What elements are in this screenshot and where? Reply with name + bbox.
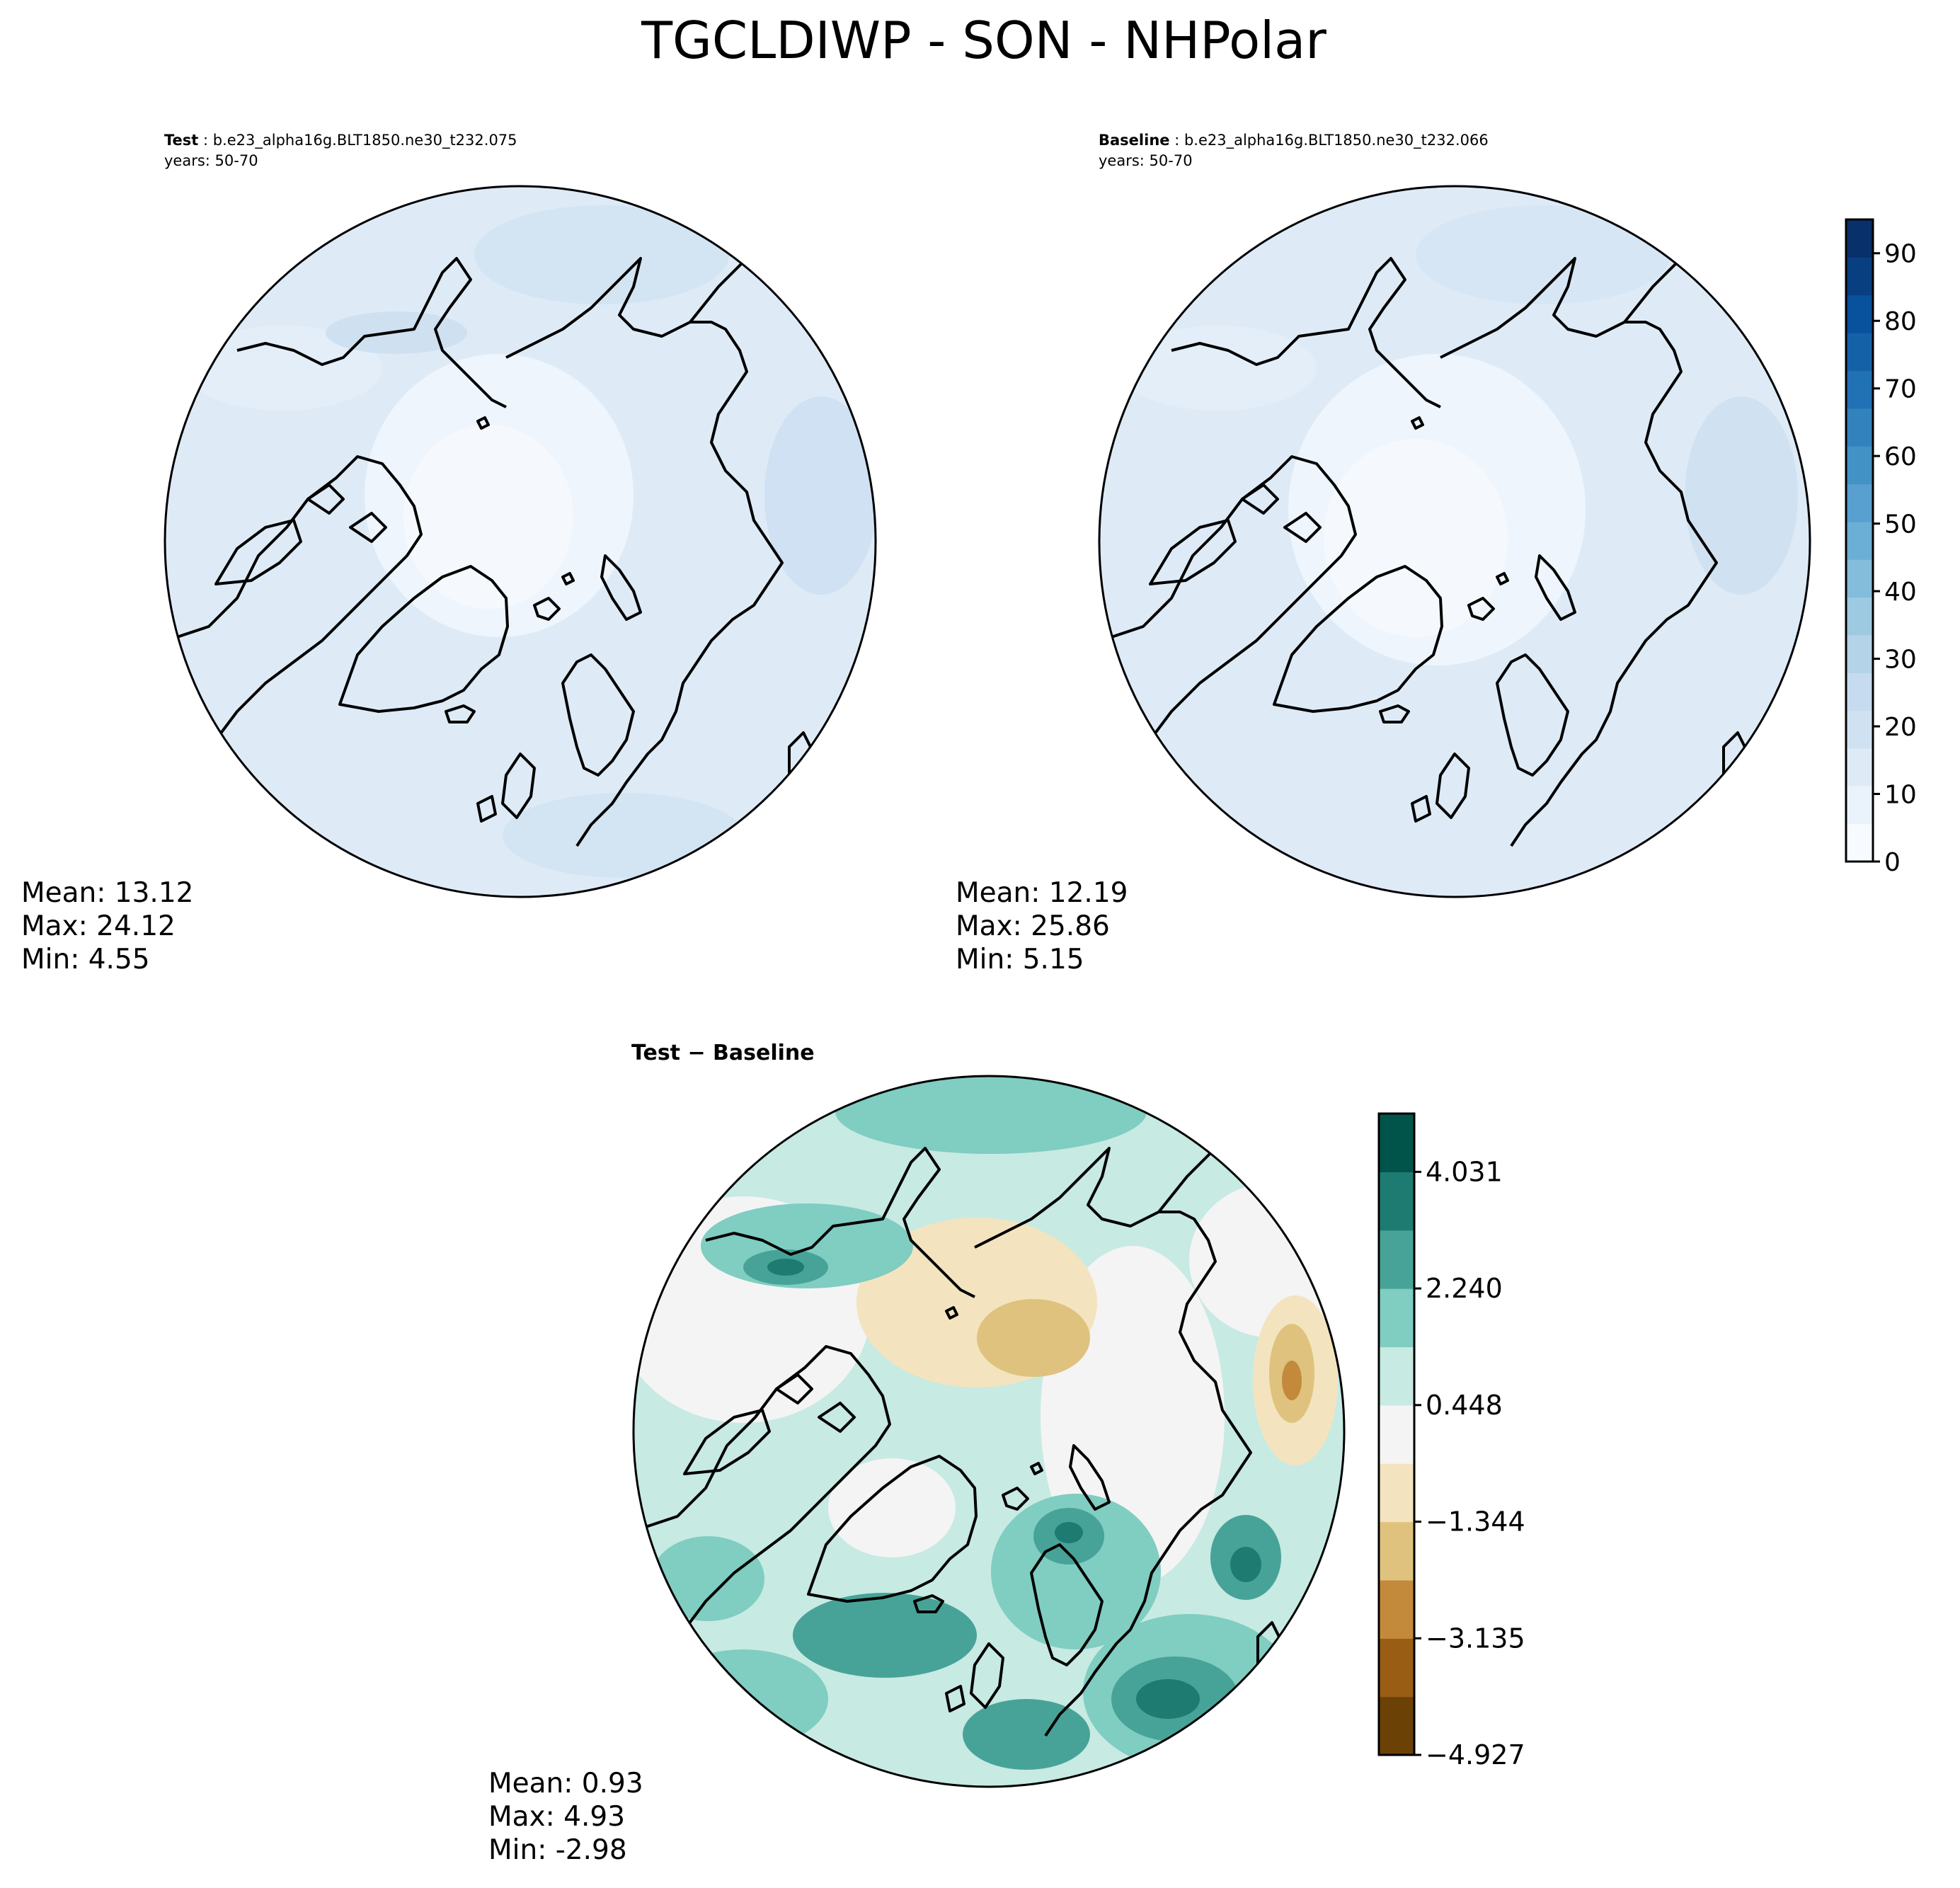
main-colorbar-cell xyxy=(1846,710,1873,749)
diff-min: Min: -2.98 xyxy=(488,1834,627,1866)
diff-panel-label: Test − Baseline xyxy=(631,1041,815,1065)
main-colorbar-cell xyxy=(1846,748,1873,786)
main-colorbar-frame xyxy=(1845,218,1874,863)
diff-colorbar-cell xyxy=(1379,1404,1414,1464)
diff-colorbar-tick-label: −1.344 xyxy=(1426,1506,1525,1538)
main-colorbar-tick-label: 90 xyxy=(1884,240,1917,269)
diff-colorbar-cell xyxy=(1379,1463,1414,1523)
main-colorbar-cell xyxy=(1846,408,1873,447)
diff-mean: Mean: 0.93 xyxy=(488,1768,643,1800)
test-max: Max: 24.12 xyxy=(21,910,176,942)
diff-colorbar-cell xyxy=(1379,1696,1414,1756)
baseline-label-case: : b.e23_alpha16g.BLT1850.ne30_t232.066 xyxy=(1170,132,1489,149)
main-colorbar: 0 10 20 30 40 50 60 70 80 90 xyxy=(1845,218,1917,877)
diff-colorbar-cell xyxy=(1379,1521,1414,1581)
diff-colorbar-tick-label: 2.240 xyxy=(1426,1273,1503,1304)
main-colorbar-tick-label: 40 xyxy=(1884,578,1917,607)
main-colorbar-tick-label: 0 xyxy=(1884,848,1901,877)
main-colorbar-cell xyxy=(1846,597,1873,636)
main-colorbar-cell xyxy=(1846,559,1873,598)
baseline-map xyxy=(1099,186,1810,897)
baseline-mean: Mean: 12.19 xyxy=(956,877,1128,909)
test-mean: Mean: 13.12 xyxy=(21,877,193,909)
main-colorbar-cell xyxy=(1846,823,1873,862)
baseline-panel: Baseline : b.e23_alpha16g.BLT1850.ne30_t… xyxy=(956,132,1811,976)
test-map xyxy=(165,186,876,897)
diff-colorbar-tick-label: −3.135 xyxy=(1426,1623,1525,1654)
test-map-boundary xyxy=(164,185,877,898)
main-colorbar-cell xyxy=(1846,484,1873,522)
diff-panel: Test − Baseline xyxy=(488,1041,1346,1866)
main-colorbar-tick-label: 50 xyxy=(1884,510,1917,539)
diff-colorbar-tick-label: 0.448 xyxy=(1426,1390,1503,1421)
diff-colorbar: 4.031 2.240 0.448 −1.344 −3.135 −4.927 xyxy=(1377,1112,1525,1770)
main-colorbar-cell xyxy=(1846,634,1873,673)
main-colorbar-cell xyxy=(1846,219,1873,258)
main-colorbar-cell xyxy=(1846,333,1873,372)
baseline-max: Max: 25.86 xyxy=(956,910,1110,942)
main-colorbar-tick-label: 10 xyxy=(1884,781,1917,810)
diff-colorbar-cell xyxy=(1379,1114,1414,1172)
main-colorbar-cell xyxy=(1846,673,1873,711)
baseline-map-boundary xyxy=(1098,185,1811,898)
diff-colorbar-tick-label: −4.927 xyxy=(1426,1739,1525,1770)
diff-colorbar-cell xyxy=(1379,1172,1414,1231)
main-colorbar-tick-label: 70 xyxy=(1884,375,1917,404)
diff-colorbar-cell xyxy=(1379,1638,1414,1698)
test-label-case: : b.e23_alpha16g.BLT1850.ne30_t232.075 xyxy=(198,132,517,149)
main-colorbar-cell xyxy=(1846,786,1873,825)
test-min: Min: 4.55 xyxy=(21,944,150,976)
diff-map xyxy=(634,1076,1344,1787)
main-colorbar-ticks: 0 10 20 30 40 50 60 70 80 90 xyxy=(1873,240,1917,877)
test-label-bold: Test xyxy=(164,132,198,149)
main-colorbar-cells xyxy=(1846,219,1873,862)
main-colorbar-cell xyxy=(1846,521,1873,560)
main-colorbar-tick-label: 60 xyxy=(1884,442,1917,471)
main-colorbar-tick-label: 30 xyxy=(1884,646,1917,675)
diff-colorbar-cell xyxy=(1379,1230,1414,1289)
diff-colorbar-cell xyxy=(1379,1579,1414,1639)
test-panel-label: Test : b.e23_alpha16g.BLT1850.ne30_t232.… xyxy=(164,132,517,149)
baseline-min: Min: 5.15 xyxy=(956,944,1084,976)
diff-colorbar-ticks: 4.031 2.240 0.448 −1.344 −3.135 −4.927 xyxy=(1414,1156,1525,1770)
baseline-panel-label: Baseline : b.e23_alpha16g.BLT1850.ne30_t… xyxy=(1099,132,1489,149)
diff-colorbar-cell xyxy=(1379,1288,1414,1348)
diff-colorbar-cell xyxy=(1379,1346,1414,1406)
main-colorbar-cell xyxy=(1846,257,1873,296)
main-colorbar-cell xyxy=(1846,446,1873,485)
diff-colorbar-tick-label: 4.031 xyxy=(1426,1156,1503,1187)
main-colorbar-tick-label: 80 xyxy=(1884,307,1917,336)
main-colorbar-cell xyxy=(1846,294,1873,333)
figure-title: TGCLDIWP - SON - NHPolar xyxy=(641,11,1326,70)
main-colorbar-tick-label: 20 xyxy=(1884,713,1917,742)
diff-colorbar-frame xyxy=(1377,1112,1416,1756)
diff-colorbar-cells xyxy=(1379,1114,1414,1756)
test-years: years: 50-70 xyxy=(164,152,258,169)
main-colorbar-cell xyxy=(1846,370,1873,409)
baseline-label-bold: Baseline xyxy=(1099,132,1170,149)
diff-map-boundary xyxy=(632,1075,1346,1788)
baseline-years: years: 50-70 xyxy=(1099,152,1193,169)
diff-max: Max: 4.93 xyxy=(488,1801,625,1833)
test-panel: Test : b.e23_alpha16g.BLT1850.ne30_t232.… xyxy=(21,132,877,976)
